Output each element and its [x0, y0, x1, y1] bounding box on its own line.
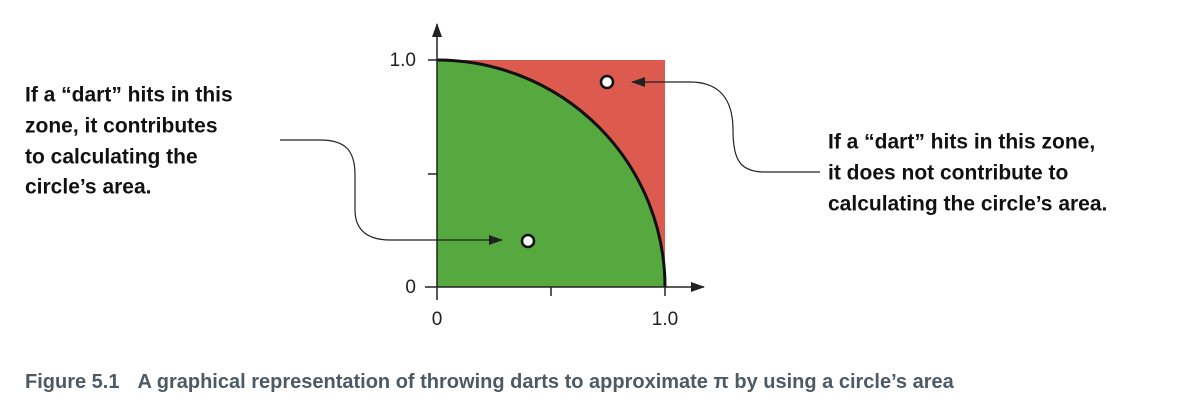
annotation-line: If a “dart” hits in this zone, [828, 131, 1095, 154]
connector [280, 139, 503, 245]
dart [599, 74, 615, 90]
inside-zone [437, 60, 665, 287]
caption: Figure 5.1 A graphical representation of … [25, 371, 955, 393]
y-tick-label: 1.0 [390, 50, 416, 71]
annotation-line: to calculating the [25, 146, 198, 169]
connector [631, 77, 820, 173]
annotation-line: calculating the circle’s area. [828, 193, 1107, 216]
x-tick-label: 0 [432, 309, 443, 330]
x-tick-label: 1.0 [652, 309, 678, 330]
annotation-line: circle’s area. [25, 176, 152, 199]
caption-text: A graphical representation of throwing d… [137, 371, 954, 393]
quarter-arc [436, 58, 667, 288]
annotation-line: it does not contribute to [828, 162, 1068, 185]
annotation-line: zone, it contributes [25, 115, 218, 138]
dart [520, 233, 536, 249]
annotation-line: If a “dart” hits in this [25, 84, 233, 107]
y-tick-label: 0 [405, 277, 416, 298]
caption-label: Figure 5.1 [25, 371, 119, 393]
